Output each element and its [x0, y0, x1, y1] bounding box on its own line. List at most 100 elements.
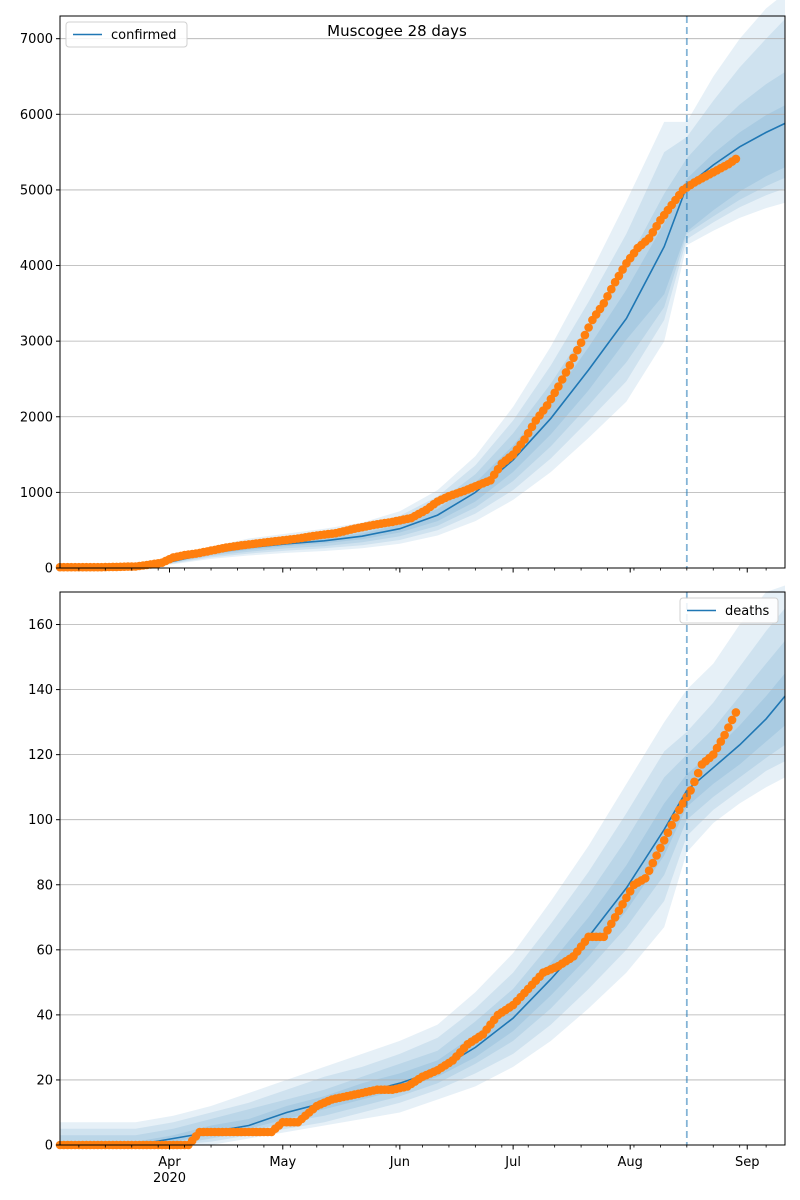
confirmed-observed-point	[569, 353, 578, 363]
confirmed-observed-point	[561, 368, 571, 377]
chart-title: Muscogee 28 days	[327, 22, 467, 40]
confirmed-observed-point	[614, 271, 624, 281]
deaths-observed-point	[648, 858, 658, 868]
deaths-legend-box	[679, 597, 779, 624]
deaths-observed-point	[686, 786, 695, 795]
confirmed-y-tick-label: 3000	[20, 335, 53, 350]
deaths-legend-label: deaths	[725, 604, 770, 619]
confirmed-observed-point	[557, 375, 567, 384]
deaths-y-tick-label: 0	[45, 1139, 53, 1154]
confirmed-band-2	[60, 72, 785, 568]
deaths-observed-point	[599, 932, 609, 942]
deaths-observed-point	[667, 820, 676, 830]
confirmed-y-tick-label: 6000	[20, 108, 53, 123]
deaths-y-tick-label: 60	[36, 943, 53, 958]
deaths-observed-point	[731, 708, 741, 717]
confirmed-gridlines	[60, 38, 785, 569]
deaths-x-tick-label: Jun	[389, 1155, 410, 1170]
deaths-y-axis: 0 20 40 60 80 100 120 140 160	[28, 618, 60, 1154]
deaths-observed-point	[603, 926, 612, 935]
confirmed-observed-point	[523, 428, 533, 438]
deaths-panel: 0 20 40 60 80 100 120 140 160 Apr May Jun Jul Aug Sep…	[28, 585, 786, 1186]
confirmed-observed-point	[618, 265, 627, 274]
deaths-x-tick-label: Aug	[617, 1155, 642, 1170]
confirmed-y-axis: 0 1000 2000 3000 4000 5000 6000 7000	[20, 32, 60, 577]
deaths-observed-point	[724, 723, 733, 732]
confirmed-observed-point	[554, 382, 563, 391]
confirmed-observed-point	[565, 361, 575, 370]
confirmed-observed-point	[731, 154, 741, 164]
confirmed-observed-point	[542, 401, 552, 410]
confirmed-observed-point	[546, 394, 556, 404]
confirmed-observed-point	[580, 330, 590, 340]
confirmed-x-axis	[78, 568, 767, 573]
deaths-observed-point	[690, 777, 699, 787]
confirmed-observed-point	[584, 323, 593, 332]
confirmed-uncertainty-bands	[60, 0, 785, 568]
confirmed-band-4	[60, 0, 785, 568]
deaths-observed-point	[671, 813, 680, 822]
deaths-observed-point	[625, 887, 635, 896]
confirmed-observed-point	[573, 345, 582, 355]
deaths-x-tick-label: Jul	[504, 1155, 521, 1170]
deaths-y-tick-label: 100	[28, 813, 53, 828]
deaths-observed-point	[614, 906, 624, 916]
confirmed-observed-point	[527, 422, 537, 432]
confirmed-y-tick-label: 5000	[20, 183, 53, 198]
deaths-observed-point	[712, 743, 722, 753]
deaths-y-tick-label: 40	[36, 1008, 53, 1023]
confirmed-y-tick-label: 4000	[20, 259, 53, 274]
confirmed-observed-point	[603, 292, 612, 301]
deaths-observed-points	[55, 708, 741, 1150]
confirmed-observed-point	[520, 435, 529, 444]
deaths-observed-point	[618, 900, 627, 909]
confirmed-observed-point	[576, 338, 586, 348]
deaths-observed-point	[709, 750, 718, 759]
deaths-x-tick-label: Apr	[158, 1155, 181, 1170]
deaths-x-tick-label: Sep	[735, 1155, 760, 1170]
confirmed-observed-point	[607, 284, 616, 294]
deaths-observed-point	[663, 828, 673, 837]
confirmed-y-tick-label: 0	[45, 562, 53, 577]
deaths-observed-point	[659, 836, 669, 845]
confirmed-observed-points	[55, 154, 741, 572]
deaths-observed-point	[622, 893, 631, 903]
deaths-observed-point	[675, 805, 684, 815]
deaths-y-tick-label: 140	[28, 683, 53, 698]
confirmed-legend-label: confirmed	[111, 28, 177, 43]
deaths-band-4	[60, 585, 785, 1145]
confirmed-axes-frame	[59, 15, 786, 569]
deaths-y-tick-label: 80	[36, 878, 53, 893]
deaths-legend: deaths	[679, 597, 779, 624]
confirmed-legend-box	[65, 21, 188, 48]
confirmed-y-tick-label: 7000	[20, 32, 53, 47]
deaths-observed-point	[641, 874, 650, 883]
confirmed-y-tick-label: 2000	[20, 410, 53, 425]
deaths-observed-point	[610, 913, 620, 922]
deaths-y-tick-label: 20	[36, 1073, 53, 1088]
deaths-uncertainty-bands	[60, 585, 785, 1145]
confirmed-legend: confirmed	[65, 21, 188, 48]
confirmed-observed-point	[610, 277, 620, 287]
deaths-x-axis: Apr May Jun Jul Aug Sep 2020	[78, 1145, 767, 1186]
deaths-observed-point	[716, 737, 726, 746]
deaths-observed-point	[727, 715, 737, 725]
deaths-observed-point	[607, 919, 616, 929]
deaths-x-tick-label: May	[269, 1155, 296, 1170]
deaths-observed-point	[720, 730, 729, 740]
deaths-y-tick-label: 120	[28, 748, 53, 763]
confirmed-observed-point	[599, 299, 609, 308]
deaths-observed-point	[693, 768, 703, 778]
confirmed-y-tick-label: 1000	[20, 486, 53, 501]
deaths-x-year-label: 2020	[153, 1171, 186, 1186]
deaths-observed-point	[644, 866, 654, 875]
confirmed-observed-point	[550, 388, 559, 398]
deaths-observed-point	[652, 851, 661, 860]
deaths-observed-point	[678, 799, 688, 808]
deaths-band-2	[60, 640, 785, 1145]
deaths-observed-point	[656, 843, 665, 853]
deaths-y-tick-label: 160	[28, 618, 53, 633]
confirmed-band-3	[60, 19, 785, 568]
